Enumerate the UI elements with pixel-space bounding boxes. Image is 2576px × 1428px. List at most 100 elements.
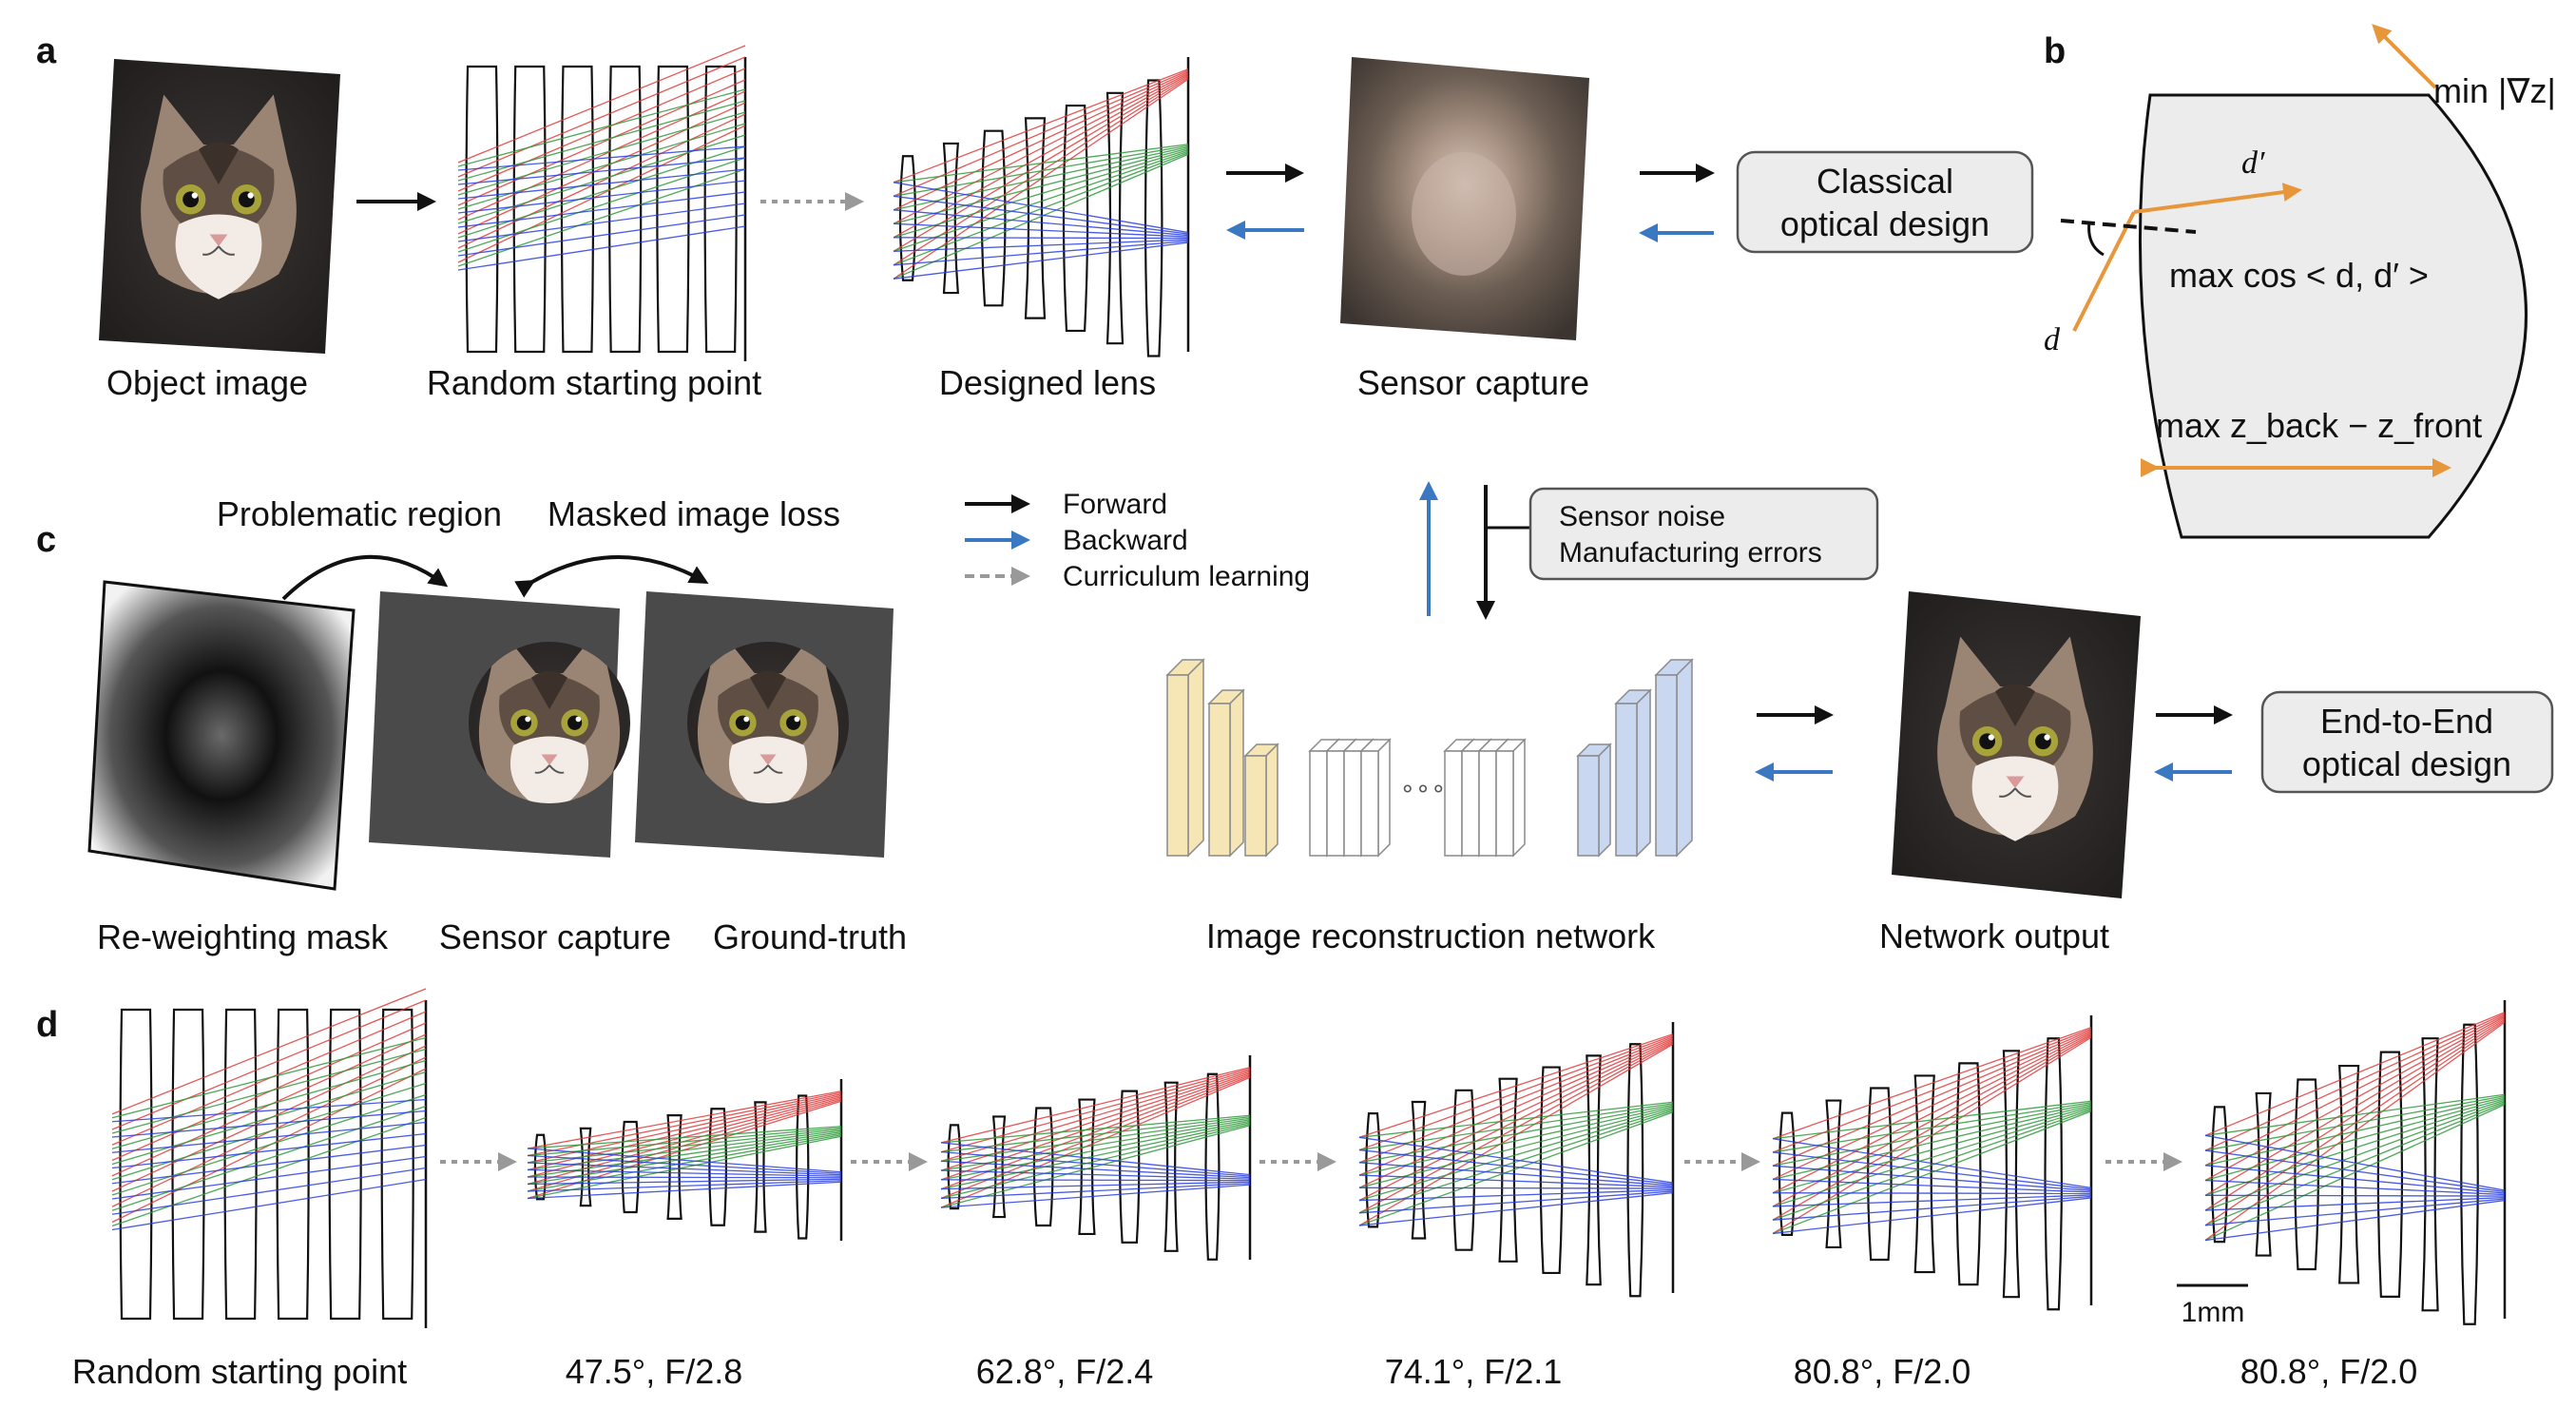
lens-designed (893, 57, 1190, 357)
ray (111, 1121, 427, 1153)
d-prime-label: d′ (2241, 145, 2265, 181)
ray (111, 1071, 427, 1166)
ray (1358, 1110, 1674, 1214)
e2e-design-box: End-to-End optical design (2260, 690, 2554, 794)
ray (457, 180, 746, 214)
ray (893, 182, 1189, 234)
ray (527, 1148, 842, 1173)
noise-line1: Sensor noise (1559, 501, 1725, 532)
ray (111, 1048, 427, 1134)
ray (2204, 1198, 2506, 1226)
bottleneck-block (1360, 750, 1379, 857)
ray (1358, 1111, 1674, 1226)
classical-design-line1: Classical (1817, 162, 1953, 201)
bottleneck-block-side (1512, 738, 1526, 858)
ray (893, 146, 1189, 211)
ray (940, 1142, 1251, 1176)
panel-letter-c: c (36, 520, 56, 560)
ray (2204, 1149, 2506, 1193)
lens-element (942, 142, 959, 295)
panel-letter-d: d (36, 1005, 58, 1045)
ray (527, 1154, 842, 1174)
ray (457, 168, 746, 267)
ray (2204, 1099, 2506, 1196)
ray (1772, 1178, 2092, 1193)
ray (1772, 1108, 2092, 1207)
ray (111, 1098, 427, 1123)
bottleneck-block (1326, 750, 1345, 857)
lens-element (608, 65, 643, 354)
ray (893, 144, 1189, 183)
ray (1358, 1174, 1674, 1188)
bottleneck-block (1461, 750, 1480, 857)
ray (457, 79, 746, 206)
masked-loss-label: Masked image loss (548, 494, 840, 533)
ray (1358, 1136, 1674, 1184)
ray (893, 237, 1189, 240)
ray (527, 1129, 842, 1164)
ray (2204, 1134, 2506, 1191)
ray (2204, 1013, 2506, 1151)
ray (111, 1082, 427, 1181)
designed-lens-label: Designed lens (939, 363, 1156, 402)
lens-element (2002, 1050, 2021, 1299)
ray (1358, 1104, 1674, 1164)
encoder-block (1244, 755, 1267, 857)
decoder-block (1577, 755, 1600, 857)
incident-ray-d (2072, 211, 2136, 332)
network-output-label: Network output (1879, 917, 2109, 955)
ray (1358, 1148, 1674, 1186)
ray (457, 100, 746, 182)
ray (1358, 1034, 1674, 1151)
ray (111, 1116, 427, 1227)
reweighting-mask (87, 580, 356, 891)
ray (457, 68, 746, 192)
ray (2204, 1165, 2506, 1194)
ray (527, 1168, 842, 1177)
ray (2204, 1194, 2506, 1197)
stage-label-4: 80.8°, F/2.0 (1794, 1352, 1971, 1391)
lens-random-start (457, 45, 747, 361)
ray (457, 113, 746, 249)
ray (893, 149, 1189, 239)
ray (2204, 1093, 2506, 1136)
encoder-block-side (1265, 743, 1278, 858)
lens-element (1163, 1081, 1179, 1252)
encoder-block (1166, 674, 1189, 857)
stage-label-5: 80.8°, F/2.0 (2240, 1352, 2418, 1391)
ray (1358, 1101, 1674, 1138)
decoder-block (1615, 703, 1638, 857)
ray (457, 90, 746, 221)
ray (111, 999, 427, 1130)
ray (940, 1117, 1251, 1163)
ray (893, 71, 1189, 211)
sensor-capture-label-c: Sensor capture (439, 917, 671, 956)
ray (527, 1176, 842, 1179)
ray (111, 1178, 427, 1231)
reweighting-mask-label: Re-weighting mask (97, 917, 389, 956)
ray (940, 1160, 1251, 1179)
ray (527, 1178, 842, 1186)
e2e-line1: End-to-End (2320, 702, 2493, 741)
ray (940, 1183, 1251, 1200)
legend-backward: Backward (1063, 525, 1188, 556)
ray (940, 1120, 1251, 1181)
ray (1358, 1162, 1674, 1187)
lens-evolution-row (111, 988, 2507, 1328)
ray (1772, 1032, 2092, 1194)
gradient-arrow (2372, 24, 2437, 89)
ray (893, 72, 1189, 224)
ray (111, 1155, 427, 1200)
angle-arc (2087, 221, 2105, 257)
ray (111, 988, 427, 1115)
ray (1772, 1194, 2092, 1207)
ray (893, 153, 1189, 280)
ray (527, 1131, 842, 1178)
sensor-capture-label-a: Sensor capture (1357, 363, 1589, 402)
lens-element (119, 1008, 153, 1321)
lens-element (1024, 117, 1047, 319)
ray (893, 69, 1189, 197)
refracted-ray-d-prime (2133, 183, 2302, 214)
ellipsis-dots: ∘∘∘ (1400, 774, 1447, 802)
ray (527, 1181, 842, 1200)
